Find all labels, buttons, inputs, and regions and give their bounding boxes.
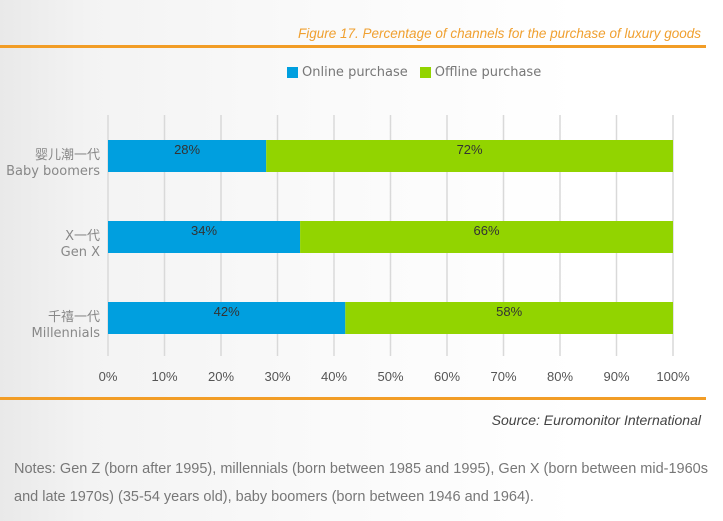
bottom-divider bbox=[0, 397, 706, 400]
legend-label-online: Online purchase bbox=[302, 65, 408, 80]
source-note: Source: Euromonitor International bbox=[491, 412, 701, 428]
data-label: 28% bbox=[174, 142, 200, 157]
x-tick-label: 100% bbox=[656, 369, 690, 384]
category-label-millennials: 千禧一代 Millennials bbox=[32, 310, 101, 342]
notes: Notes: Gen Z (born after 1995), millenni… bbox=[14, 461, 708, 505]
chart-title: Figure 17. Percentage of channels for th… bbox=[298, 26, 701, 41]
data-label: 58% bbox=[496, 304, 522, 319]
data-label: 72% bbox=[457, 142, 483, 157]
bar-online bbox=[108, 302, 346, 334]
x-tick-label: 80% bbox=[547, 369, 573, 384]
data-label: 42% bbox=[214, 304, 240, 319]
legend-label-offline: Offline purchase bbox=[434, 65, 542, 80]
x-tick-label: 10% bbox=[151, 369, 177, 384]
bar-online bbox=[108, 221, 301, 253]
category-label-en: Baby boomers bbox=[6, 164, 100, 179]
category-label-baby-boomers: 婴儿潮一代 Baby boomers bbox=[6, 148, 100, 180]
bar-chart: 0% 10% 20% 30% 40% 50% 60% 70% 80% 90% 100% 28% 72% 3… bbox=[99, 115, 690, 384]
x-tick-label: 20% bbox=[208, 369, 234, 384]
x-tick-label: 70% bbox=[490, 369, 516, 384]
x-tick-label: 60% bbox=[434, 369, 460, 384]
data-label: 66% bbox=[474, 223, 500, 238]
bar-offline bbox=[345, 302, 673, 334]
x-tick-label: 0% bbox=[99, 369, 118, 384]
legend-item-online: Online purchase bbox=[287, 65, 408, 80]
x-tick-label: 40% bbox=[321, 369, 347, 384]
category-label-gen-x: X一代 Gen X bbox=[61, 229, 100, 261]
category-label-en: Millennials bbox=[31, 326, 101, 341]
category-label-zh: 婴儿潮一代 bbox=[34, 148, 100, 163]
legend-swatch-online bbox=[287, 67, 298, 78]
bar-offline bbox=[266, 140, 673, 172]
legend-swatch-offline bbox=[419, 67, 431, 78]
bar-online bbox=[108, 140, 267, 172]
category-label-zh: 千禧一代 bbox=[47, 310, 100, 325]
top-divider bbox=[0, 45, 706, 48]
x-tick-label: 90% bbox=[603, 369, 629, 384]
bar-offline bbox=[300, 221, 673, 253]
category-label-en: Gen X bbox=[60, 245, 100, 260]
legend-item-offline: Offline purchase bbox=[419, 65, 542, 80]
category-label-zh: X一代 bbox=[65, 229, 100, 244]
x-tick-label: 50% bbox=[377, 369, 403, 384]
legend: Online purchase Offline purchase bbox=[287, 65, 553, 80]
x-tick-label: 30% bbox=[264, 369, 290, 384]
data-label: 34% bbox=[191, 223, 217, 238]
